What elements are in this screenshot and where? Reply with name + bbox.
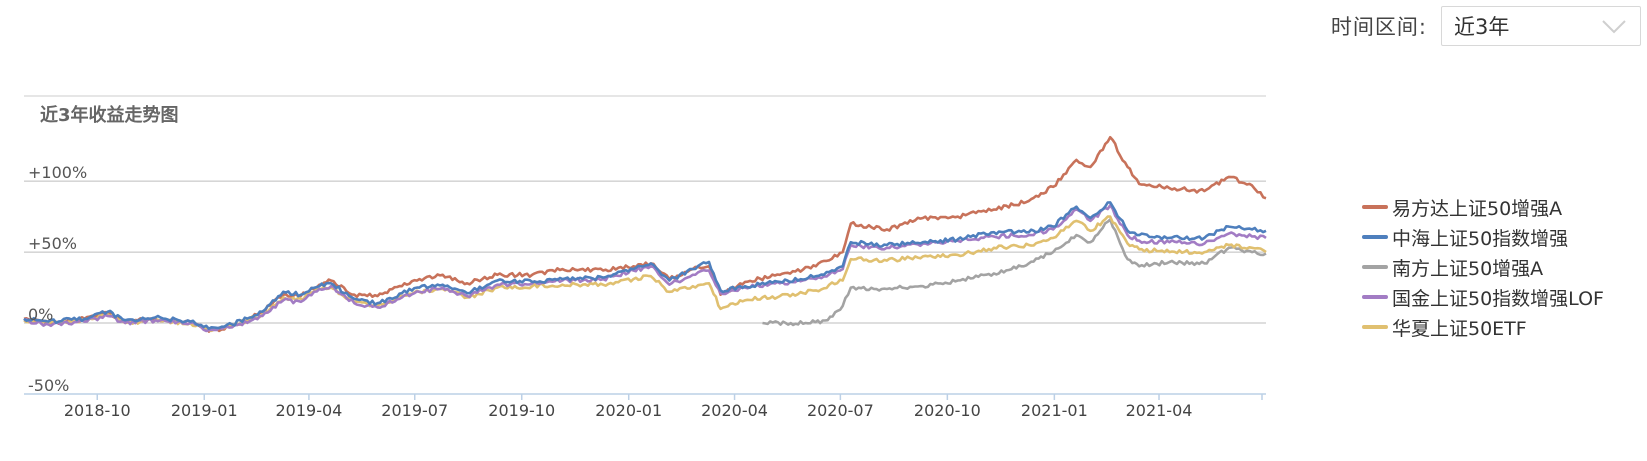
time-range-select[interactable]: 近3年	[1441, 6, 1641, 46]
legend-swatch	[1362, 265, 1388, 269]
legend-swatch	[1362, 235, 1388, 239]
series-line-3[interactable]	[23, 204, 1267, 333]
y-tick-label: +50%	[28, 234, 77, 253]
chart-title: 近3年收益走势图	[40, 104, 179, 126]
chevron-down-icon	[1602, 20, 1626, 34]
x-tick-label: 2019-10	[488, 401, 555, 420]
x-tick-label: 2020-01	[595, 401, 662, 420]
legend-label: 易方达上证50增强A	[1392, 197, 1563, 220]
y-tick-label: 0%	[28, 305, 53, 324]
legend-label: 中海上证50指数增强	[1392, 227, 1569, 250]
x-tick-label: 2019-07	[381, 401, 448, 420]
x-tick-label: 2021-04	[1126, 401, 1193, 420]
x-tick-label: 2021-01	[1021, 401, 1088, 420]
x-tick-label: 2020-07	[807, 401, 874, 420]
legend-label: 国金上证50指数增强LOF	[1392, 287, 1604, 310]
series-line-0[interactable]	[23, 135, 1267, 333]
legend-swatch	[1362, 325, 1388, 329]
y-tick-label: +100%	[28, 163, 87, 182]
legend-swatch	[1362, 295, 1388, 299]
series-line-2[interactable]	[762, 218, 1267, 327]
legend-label: 南方上证50增强A	[1392, 257, 1544, 280]
time-range-control: 时间区间: 近3年	[1331, 6, 1641, 46]
series-line-1[interactable]	[23, 201, 1267, 330]
x-tick-label: 2018-10	[64, 401, 131, 420]
legend-item[interactable]: 中海上证50指数增强	[1362, 222, 1604, 252]
x-tick-label: 2020-10	[914, 401, 981, 420]
legend-item[interactable]: 南方上证50增强A	[1362, 252, 1604, 282]
y-tick-label: -50%	[28, 376, 69, 395]
time-range-label: 时间区间:	[1330, 15, 1427, 39]
x-tick-label: 2020-04	[701, 401, 768, 420]
chart-legend: 易方达上证50增强A 中海上证50指数增强 南方上证50增强A 国金上证50指数增强L…	[1362, 192, 1604, 342]
legend-item[interactable]: 国金上证50指数增强LOF	[1362, 282, 1604, 312]
legend-item[interactable]: 华夏上证50ETF	[1362, 312, 1604, 342]
time-range-value: 近3年	[1454, 15, 1510, 39]
legend-label: 华夏上证50ETF	[1392, 317, 1527, 340]
x-tick-label: 2019-04	[275, 401, 342, 420]
legend-item[interactable]: 易方达上证50增强A	[1362, 192, 1604, 222]
x-tick-label: 2019-01	[171, 401, 238, 420]
series-line-4[interactable]	[23, 215, 1267, 333]
legend-swatch	[1362, 205, 1388, 209]
